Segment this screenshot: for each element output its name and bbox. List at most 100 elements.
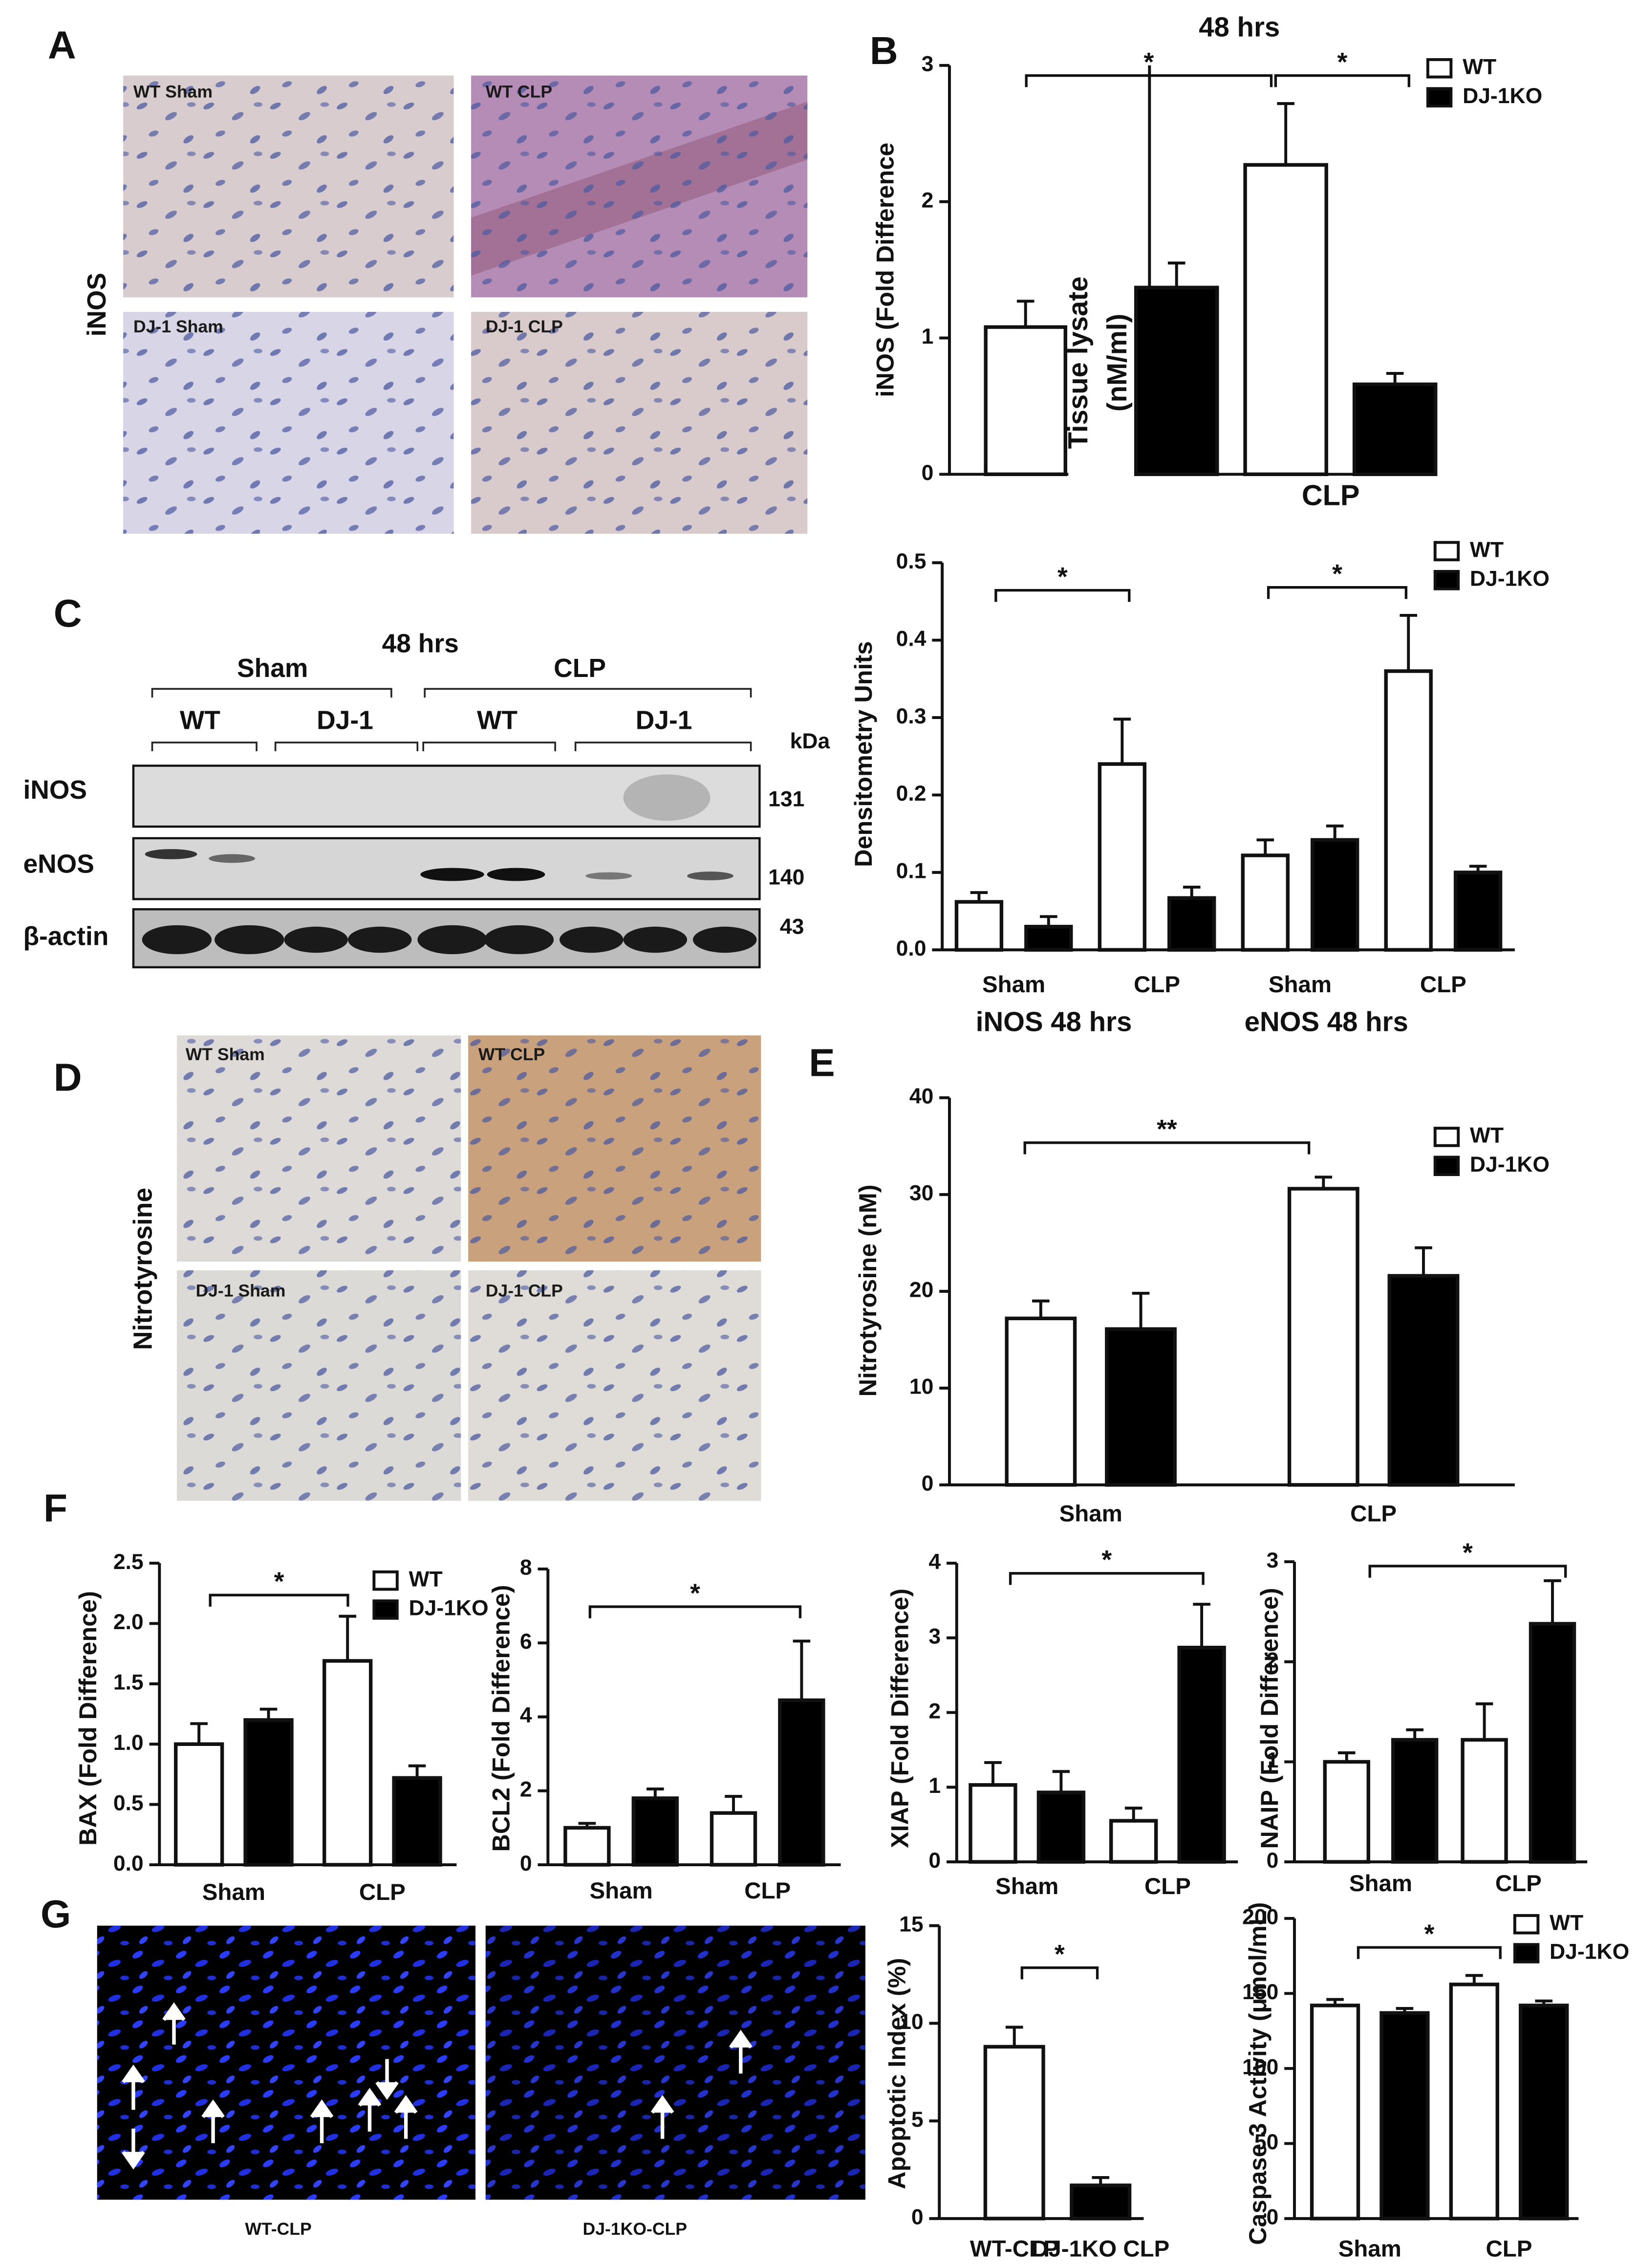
significance-label: * — [1055, 1940, 1065, 1969]
blot-kda: 140 — [768, 866, 804, 890]
blot-kda: 43 — [780, 915, 804, 939]
x-tick-label: Sham — [589, 1878, 652, 1904]
side-label: iNOS — [83, 273, 111, 337]
significance-bracket — [1020, 1966, 1099, 1980]
image-label: WT Sham — [133, 82, 213, 102]
bar — [1461, 1738, 1508, 1864]
group-bracket — [151, 688, 752, 698]
error-bar — [1337, 1751, 1356, 1762]
bar — [1453, 871, 1503, 952]
y-axis-label: BAX (Fold Difference) — [74, 1591, 102, 1846]
bar — [954, 900, 1004, 952]
x-tick-label: CLP — [744, 1878, 791, 1904]
y-axis-label: Caspase 3 Activity (μmol/mL) — [1244, 1902, 1272, 2245]
y-tick-label: 1 — [1267, 1748, 1279, 1772]
x-tick-label: Sham — [995, 1874, 1058, 1899]
y-tick-label: 2 — [928, 1699, 941, 1723]
bar — [1134, 285, 1219, 477]
x-tick-label: Sham — [202, 1879, 265, 1905]
x-tick-label: CLP — [1486, 2236, 1532, 2262]
legend-swatch — [1513, 1914, 1540, 1935]
y-tick-label: 3 — [928, 1625, 941, 1649]
image-label: WT CLP — [486, 82, 552, 102]
blot-band — [420, 868, 484, 881]
y-tick-label: 0 — [911, 2205, 924, 2229]
error-bar — [1326, 1998, 1344, 2006]
x-tick-label: Sham — [982, 972, 1045, 998]
significance-bracket — [1357, 1946, 1502, 1959]
error-bar — [1466, 1974, 1483, 1984]
error-bar — [1183, 885, 1201, 898]
y-axis-label: Densitometry Units — [849, 641, 877, 867]
legend-swatch — [1513, 1943, 1540, 1963]
error-bar — [1052, 1770, 1070, 1793]
x-tick-label: CLP — [1420, 972, 1466, 998]
bar — [392, 1776, 442, 1867]
y-tick-label: 0.0 — [896, 937, 927, 960]
y-axis-label: iNOS (Fold Difference — [871, 143, 899, 397]
y-tick-label: 4 — [928, 1550, 941, 1574]
y-tick-label: 150 — [1242, 1980, 1278, 2004]
x-tick-label: Sham — [1338, 2236, 1401, 2262]
legend-label: WT — [1470, 538, 1504, 562]
significance-bracket — [1023, 1141, 1311, 1155]
error-bar — [793, 1639, 811, 1701]
y-tick-label: 0.1 — [896, 859, 927, 883]
y-axis-label: XIAP (Fold Difference) — [885, 1589, 913, 1848]
bar — [323, 1659, 373, 1867]
y-tick-label: 15 — [899, 1912, 923, 1936]
micrograph-texture — [471, 312, 808, 534]
y-tick-label: 1 — [928, 1774, 941, 1798]
significance-label: ** — [1157, 1115, 1177, 1144]
y-tick-label: 40 — [909, 1085, 933, 1109]
y-tick-label: 10 — [899, 2010, 923, 2034]
bar — [969, 1783, 1017, 1864]
legend-label: DJ-1KO — [1550, 1940, 1629, 1964]
bar — [1352, 382, 1438, 477]
y-tick-label: 0.4 — [896, 627, 927, 651]
y-tick-label: 2.0 — [113, 1610, 144, 1634]
blot-band — [687, 872, 733, 880]
actin-bands — [142, 925, 757, 955]
bar — [1387, 1274, 1460, 1487]
significance-label: * — [690, 1579, 700, 1608]
bar — [710, 1811, 757, 1867]
x-tick-label: CLP — [1144, 1874, 1191, 1899]
blot-row-label: eNOS — [23, 850, 94, 878]
y-tick-label: 1.5 — [113, 1671, 144, 1695]
bar — [1167, 896, 1216, 952]
error-bar — [408, 1764, 426, 1778]
micrograph-texture — [471, 75, 808, 298]
x-group-label: eNOS 48 hrs — [1245, 1006, 1408, 1037]
legend-label: DJ-1KO — [1470, 1153, 1550, 1177]
bar — [1070, 2183, 1132, 2221]
y-tick-label: 0.0 — [113, 1852, 144, 1875]
panel-letter: F — [43, 1485, 67, 1529]
error-bar — [1535, 1999, 1552, 2006]
bar — [984, 325, 1067, 477]
x-tick-label: Sham — [1349, 1871, 1412, 1897]
y-tick-label: 6 — [520, 1630, 532, 1654]
image-label: WT Sham — [186, 1045, 265, 1064]
bar — [1241, 853, 1290, 952]
error-bar — [1016, 300, 1035, 327]
bar — [1384, 669, 1433, 952]
y-axis-label: Apoptotic Index (%) — [883, 1958, 910, 2189]
significance-label: * — [1463, 1538, 1473, 1567]
blot-lane: WT — [180, 706, 220, 735]
panel-letter: B — [870, 28, 898, 72]
error-bar — [1113, 718, 1131, 764]
legend-swatch — [372, 1570, 399, 1591]
legend-swatch — [372, 1599, 399, 1620]
y-tick-label: 0 — [1267, 1849, 1279, 1873]
panel-letter: C — [54, 591, 82, 635]
image-caption: WT-CLP — [245, 2219, 311, 2239]
x-axis-label: CLP — [1302, 479, 1360, 511]
y-tick-label: 0 — [922, 461, 934, 485]
y-tick-label: 0.2 — [896, 782, 927, 806]
significance-label: * — [274, 1568, 284, 1596]
legend-swatch — [1426, 58, 1453, 79]
error-bar — [1415, 1246, 1432, 1276]
y-tick-label: 100 — [1242, 2055, 1278, 2079]
